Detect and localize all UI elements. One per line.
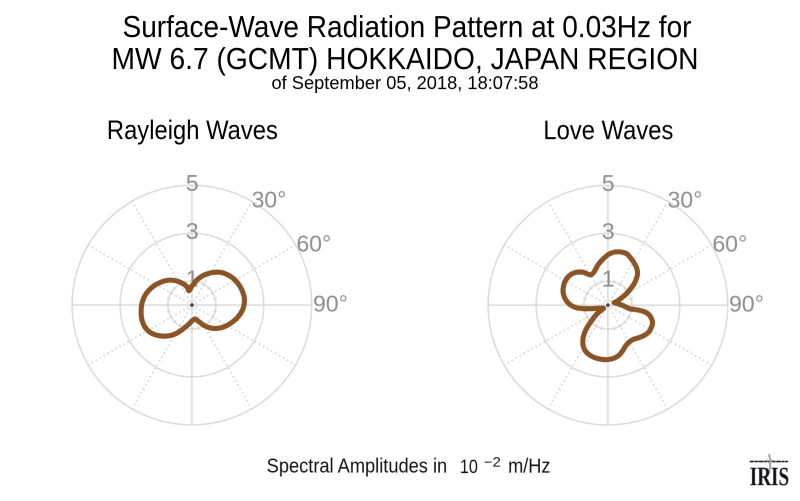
svg-text:IRIS: IRIS	[750, 462, 789, 491]
svg-text:Spectral Amplitudes in: Spectral Amplitudes in	[267, 456, 448, 478]
svg-text:90°: 90°	[313, 291, 348, 317]
svg-text:90°: 90°	[729, 291, 764, 317]
svg-text:MW 6.7 (GCMT) HOKKAIDO, JAPAN: MW 6.7 (GCMT) HOKKAIDO, JAPAN REGION	[111, 41, 698, 76]
svg-text:60°: 60°	[296, 231, 331, 257]
svg-text:Rayleigh Waves: Rayleigh Waves	[107, 115, 278, 145]
svg-text:60°: 60°	[712, 231, 747, 257]
svg-text:10: 10	[460, 456, 478, 478]
svg-text:30°: 30°	[668, 186, 703, 212]
svg-text:1: 1	[602, 266, 615, 292]
svg-text:5: 5	[186, 170, 199, 196]
svg-text:−2: −2	[484, 455, 501, 470]
svg-text:3: 3	[602, 218, 615, 244]
svg-text:m/Hz: m/Hz	[508, 456, 550, 478]
svg-text:30°: 30°	[252, 186, 287, 212]
svg-text:Surface-Wave Radiation Pattern: Surface-Wave Radiation Pattern at 0.03Hz…	[122, 9, 691, 44]
svg-text:Love Waves: Love Waves	[543, 115, 673, 145]
svg-text:3: 3	[186, 218, 199, 244]
svg-text:5: 5	[602, 170, 615, 196]
svg-text:of September 05, 2018, 18:07:5: of September 05, 2018, 18:07:58	[271, 73, 538, 93]
